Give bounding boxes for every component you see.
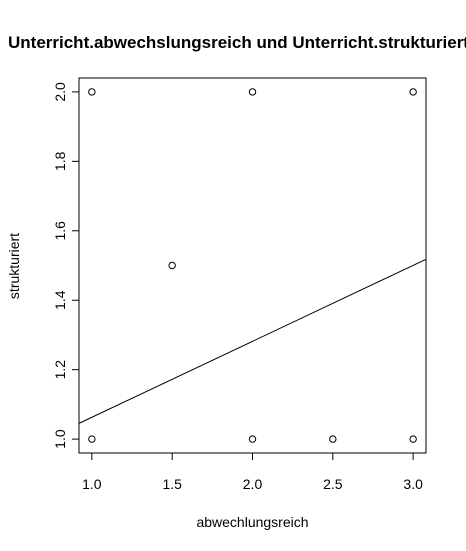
y-tick-label: 1.6 [52,221,68,241]
y-axis: 1.0 1.2 1.4 1.6 1.8 2.0 [52,82,80,449]
chart-title: Unterricht.abwechslungsreich und Unterri… [8,33,466,52]
plot-frame [78,77,427,454]
data-point [88,88,96,96]
x-tick-label: 1.0 [82,476,102,492]
data-point [248,435,257,443]
y-tick-label: 1.0 [52,429,68,449]
y-axis-label: strukturiert [6,233,22,299]
data-point [409,88,417,96]
y-tick-label: 1.2 [52,360,68,380]
x-tick-label: 3.0 [403,476,423,492]
data-point [329,435,337,443]
data-points [88,88,417,443]
x-tick-label: 1.5 [162,476,182,492]
data-point [248,88,257,96]
y-tick-label: 1.8 [52,151,68,171]
regression-line [78,258,427,424]
x-axis: 1.0 1.5 2.0 2.5 3.0 [82,452,423,492]
data-point [88,435,96,443]
x-axis-label: abwechlungsreich [196,514,308,530]
y-tick-label: 2.0 [52,82,68,102]
data-point [168,261,176,270]
x-tick-label: 2.0 [243,476,263,492]
x-tick-label: 2.5 [323,476,343,492]
data-point [409,435,417,443]
y-tick-label: 1.4 [52,290,68,310]
regression-line-group [78,258,427,424]
